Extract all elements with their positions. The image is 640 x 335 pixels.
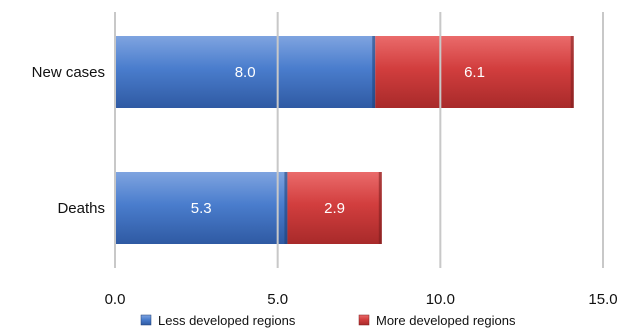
category-label: Deaths [57, 200, 105, 217]
bar-segment [115, 36, 376, 108]
x-tick-label: 10.0 [426, 291, 455, 308]
data-label: 8.0 [235, 64, 256, 81]
x-tick-label: 0.0 [105, 291, 126, 308]
data-label: 2.9 [324, 200, 345, 217]
bar-segment [287, 172, 382, 244]
bar-segment-edge [372, 36, 376, 108]
bar-segment-edge [570, 36, 574, 108]
bar-segment-edge [378, 172, 382, 244]
legend-label: Less developed regions [158, 313, 296, 328]
x-tick-label: 5.0 [267, 291, 288, 308]
legend-label: More developed regions [376, 313, 516, 328]
legend-swatch [358, 314, 370, 326]
data-label: 6.1 [464, 64, 485, 81]
legend: Less developed regions More developed reg… [140, 313, 516, 328]
legend-item: Less developed regions [140, 313, 296, 328]
plot-area: 8.0 6.1 5.3 2.9 New cases Deaths 0.0 5.0 10.0 15.… [32, 12, 618, 308]
bar-segment [115, 172, 288, 244]
legend-item: More developed regions [358, 313, 516, 328]
category-label: New cases [32, 64, 105, 81]
bar-segment-edge [284, 172, 288, 244]
data-label: 5.3 [191, 200, 212, 217]
x-tick-label: 15.0 [588, 291, 617, 308]
bar-segment [375, 36, 574, 108]
legend-swatch [140, 314, 152, 326]
